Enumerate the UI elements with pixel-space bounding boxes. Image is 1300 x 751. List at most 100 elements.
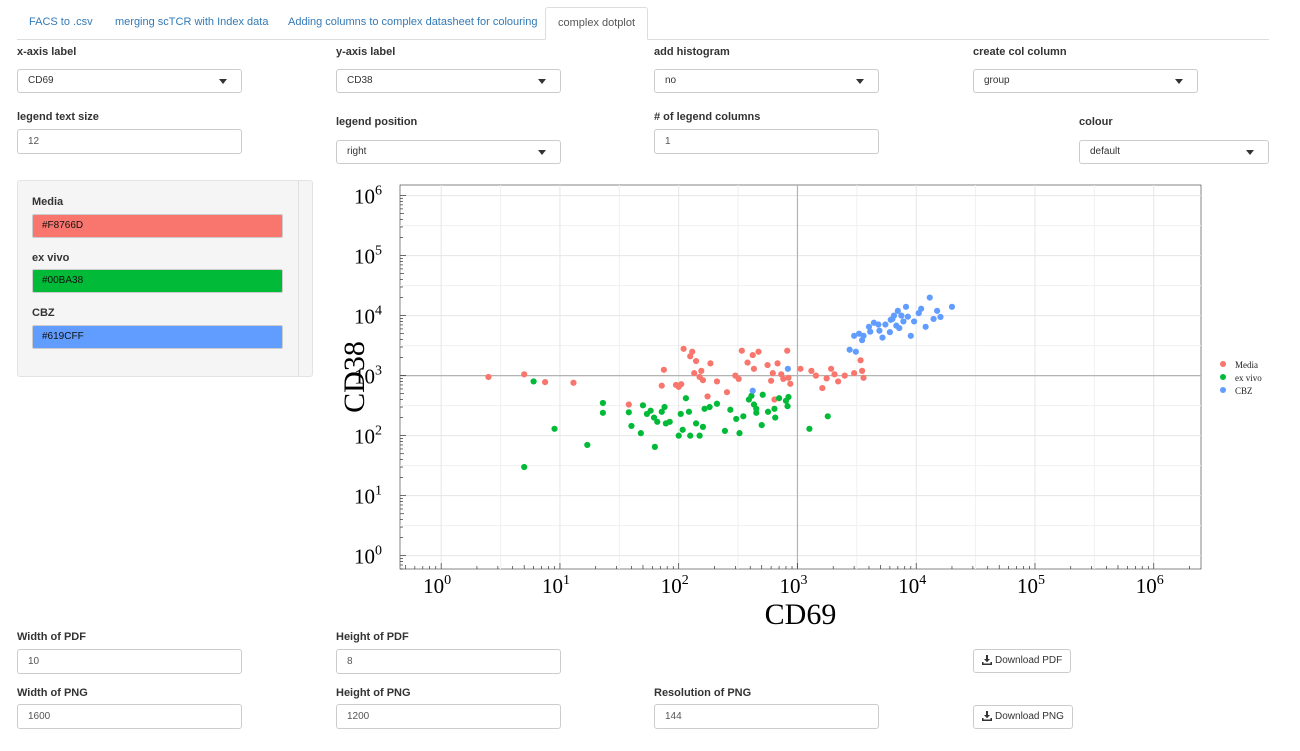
point-media: [785, 374, 792, 381]
x-tick-label: 106: [1136, 573, 1164, 598]
colour-cbz-picker[interactable]: #619CFF: [32, 325, 283, 349]
point-cbz: [902, 303, 910, 310]
point-cbz: [889, 315, 896, 323]
colour-select-value: default: [1090, 146, 1121, 157]
point-media: [738, 347, 745, 354]
colcolumn-select[interactable]: group: [973, 69, 1198, 93]
point-media: [723, 389, 731, 396]
point-media: [713, 378, 721, 385]
point-ex-vivo: [584, 441, 591, 449]
point-ex-vivo: [696, 432, 703, 439]
legend-key-media: [1220, 361, 1226, 367]
tab-merging-sctcr[interactable]: merging scTCR with Index data: [115, 16, 269, 28]
point-cbz: [886, 329, 893, 336]
colour-cbz-label: CBZ: [32, 307, 55, 319]
y-tick-label: 103: [354, 364, 382, 389]
x-tick-label: 100: [423, 573, 451, 598]
png-width-label: Width of PNG: [17, 687, 88, 699]
point-ex-vivo: [764, 408, 772, 415]
png-resolution-input[interactable]: 144: [654, 704, 879, 729]
point-cbz: [851, 332, 858, 339]
legend-position-select[interactable]: right: [336, 140, 561, 164]
point-media: [823, 375, 830, 382]
point-ex-vivo: [654, 418, 661, 425]
point-ex-vivo: [750, 401, 758, 408]
colour-label: colour: [1079, 116, 1113, 128]
point-ex-vivo: [758, 421, 765, 429]
point-media: [857, 357, 864, 364]
point-media: [675, 383, 682, 390]
point-media: [744, 359, 751, 366]
yaxis-label: y-axis label: [336, 46, 396, 58]
point-ex-vivo: [771, 405, 778, 412]
point-cbz: [867, 328, 874, 335]
point-media: [860, 374, 867, 381]
point-cbz: [900, 318, 907, 325]
point-ex-vivo: [824, 413, 831, 420]
point-ex-vivo: [521, 463, 528, 471]
yaxis-select[interactable]: CD38: [336, 69, 561, 93]
point-media: [755, 348, 762, 355]
x-tick-label: 105: [1017, 573, 1045, 598]
point-cbz: [875, 321, 882, 328]
point-ex-vivo: [679, 426, 686, 433]
point-media: [698, 367, 705, 374]
png-resolution-label: Resolution of PNG: [654, 687, 752, 699]
tab-adding-columns[interactable]: Adding columns to complex datasheet for …: [288, 16, 538, 28]
point-media: [691, 370, 698, 377]
point-ex-vivo: [784, 403, 791, 410]
download-pdf-button[interactable]: Download PDF: [973, 649, 1072, 673]
colour-exvivo-picker[interactable]: #00BA38: [32, 269, 283, 293]
point-ex-vivo: [692, 420, 700, 427]
colour-select[interactable]: default: [1079, 140, 1269, 164]
point-media: [658, 382, 665, 389]
point-cbz: [922, 323, 929, 330]
download-png-button[interactable]: Download PNG: [973, 705, 1073, 729]
legend-columns-label: # of legend columns: [654, 111, 761, 123]
point-cbz: [904, 313, 911, 320]
point-media: [680, 345, 687, 352]
caret-down-icon: [1175, 79, 1183, 84]
point-media: [831, 371, 838, 378]
point-cbz: [784, 365, 791, 372]
pdf-width-input[interactable]: 10: [17, 649, 242, 674]
point-media: [774, 360, 781, 367]
caret-down-icon: [856, 79, 864, 84]
point-media: [521, 371, 528, 378]
x-tick-label: 104: [898, 573, 926, 598]
panel-scrollbar[interactable]: [298, 181, 299, 376]
tab-complex-dotplot[interactable]: complex dotplot: [545, 7, 649, 40]
point-ex-vivo: [713, 400, 721, 407]
xaxis-select-value: CD69: [28, 75, 54, 86]
caret-down-icon: [538, 79, 546, 84]
point-ex-vivo: [677, 410, 684, 418]
legend-columns-input[interactable]: 1: [654, 129, 879, 154]
point-media: [485, 373, 492, 381]
point-ex-vivo: [699, 423, 707, 430]
point-media: [542, 379, 549, 386]
point-ex-vivo: [628, 422, 635, 430]
png-width-input[interactable]: 1600: [17, 704, 242, 729]
download-png-label: Download PNG: [995, 711, 1064, 722]
point-cbz: [896, 324, 903, 332]
pdf-height-input[interactable]: 8: [336, 649, 561, 674]
histogram-select[interactable]: no: [654, 69, 879, 93]
legend-text-size-input[interactable]: 12: [17, 129, 242, 154]
colour-media-picker[interactable]: #F8766D: [32, 214, 283, 238]
tab-facs-to-csv[interactable]: FACS to .csv: [29, 16, 93, 28]
point-ex-vivo: [733, 415, 740, 423]
point-ex-vivo: [736, 430, 743, 437]
point-media: [769, 370, 776, 377]
caret-down-icon: [538, 150, 546, 155]
legend-label: ex vivo: [1235, 373, 1262, 383]
point-cbz: [898, 312, 905, 319]
xaxis-select[interactable]: CD69: [17, 69, 242, 93]
png-height-input[interactable]: 1200: [336, 704, 561, 729]
point-media: [696, 373, 703, 381]
point-media: [851, 370, 858, 377]
point-media: [660, 366, 667, 373]
point-cbz: [926, 294, 933, 301]
point-cbz: [852, 348, 859, 355]
point-ex-vivo: [706, 403, 713, 411]
legend-position-value: right: [347, 146, 367, 157]
